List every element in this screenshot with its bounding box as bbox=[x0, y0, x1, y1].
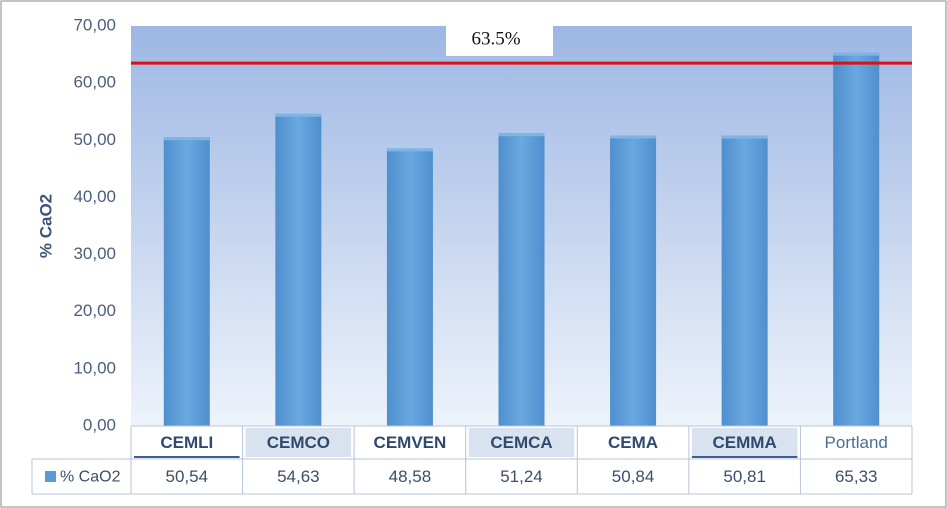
bar bbox=[275, 113, 322, 426]
annotation-box bbox=[446, 22, 553, 56]
category-cell-shade bbox=[468, 428, 575, 457]
category-cell-shade bbox=[245, 428, 352, 457]
bar bbox=[498, 133, 545, 426]
bar-top bbox=[498, 133, 545, 137]
bar-top bbox=[163, 137, 210, 141]
bar-top bbox=[610, 135, 657, 139]
bar-top bbox=[721, 135, 768, 139]
x-category-label: CEMLI bbox=[160, 433, 213, 452]
bar bbox=[721, 135, 768, 426]
bar bbox=[163, 137, 210, 426]
data-table-value: 48,58 bbox=[389, 467, 432, 486]
y-tick-label: 50,00 bbox=[73, 130, 116, 149]
x-category-label: CEMCO bbox=[267, 433, 330, 452]
y-axis-label: % CaO2 bbox=[36, 194, 55, 258]
data-table-value: 50,54 bbox=[166, 467, 209, 486]
series-name-label: % CaO2 bbox=[60, 469, 121, 486]
x-category-label: Portland bbox=[825, 433, 888, 452]
data-table-value: 51,24 bbox=[500, 467, 543, 486]
x-category-label: CEMMA bbox=[713, 433, 777, 452]
x-category-label: CEMA bbox=[608, 433, 658, 452]
data-table-value: 65,33 bbox=[835, 467, 878, 486]
bar-top bbox=[386, 148, 433, 152]
bar-top bbox=[833, 52, 880, 56]
x-category-label: CEMVEN bbox=[374, 433, 447, 452]
y-tick-label: 0,00 bbox=[83, 415, 116, 434]
y-tick-label: 70,00 bbox=[73, 15, 116, 34]
x-category-label: CEMCA bbox=[490, 433, 552, 452]
y-tick-label: 40,00 bbox=[73, 187, 116, 206]
bar bbox=[386, 148, 433, 426]
bar bbox=[833, 52, 880, 426]
legend-key bbox=[45, 471, 56, 482]
bar bbox=[610, 135, 657, 426]
data-table-value: 50,84 bbox=[612, 467, 655, 486]
y-tick-label: 20,00 bbox=[73, 301, 116, 320]
data-table-value: 50,81 bbox=[723, 467, 766, 486]
bar-top bbox=[275, 113, 322, 117]
y-tick-label: 30,00 bbox=[73, 244, 116, 263]
y-tick-label: 60,00 bbox=[73, 73, 116, 92]
reference-line-label: 63.5% bbox=[471, 28, 520, 49]
data-table-value: 54,63 bbox=[277, 467, 320, 486]
y-tick-label: 10,00 bbox=[73, 358, 116, 377]
category-cell-shade bbox=[691, 428, 798, 457]
